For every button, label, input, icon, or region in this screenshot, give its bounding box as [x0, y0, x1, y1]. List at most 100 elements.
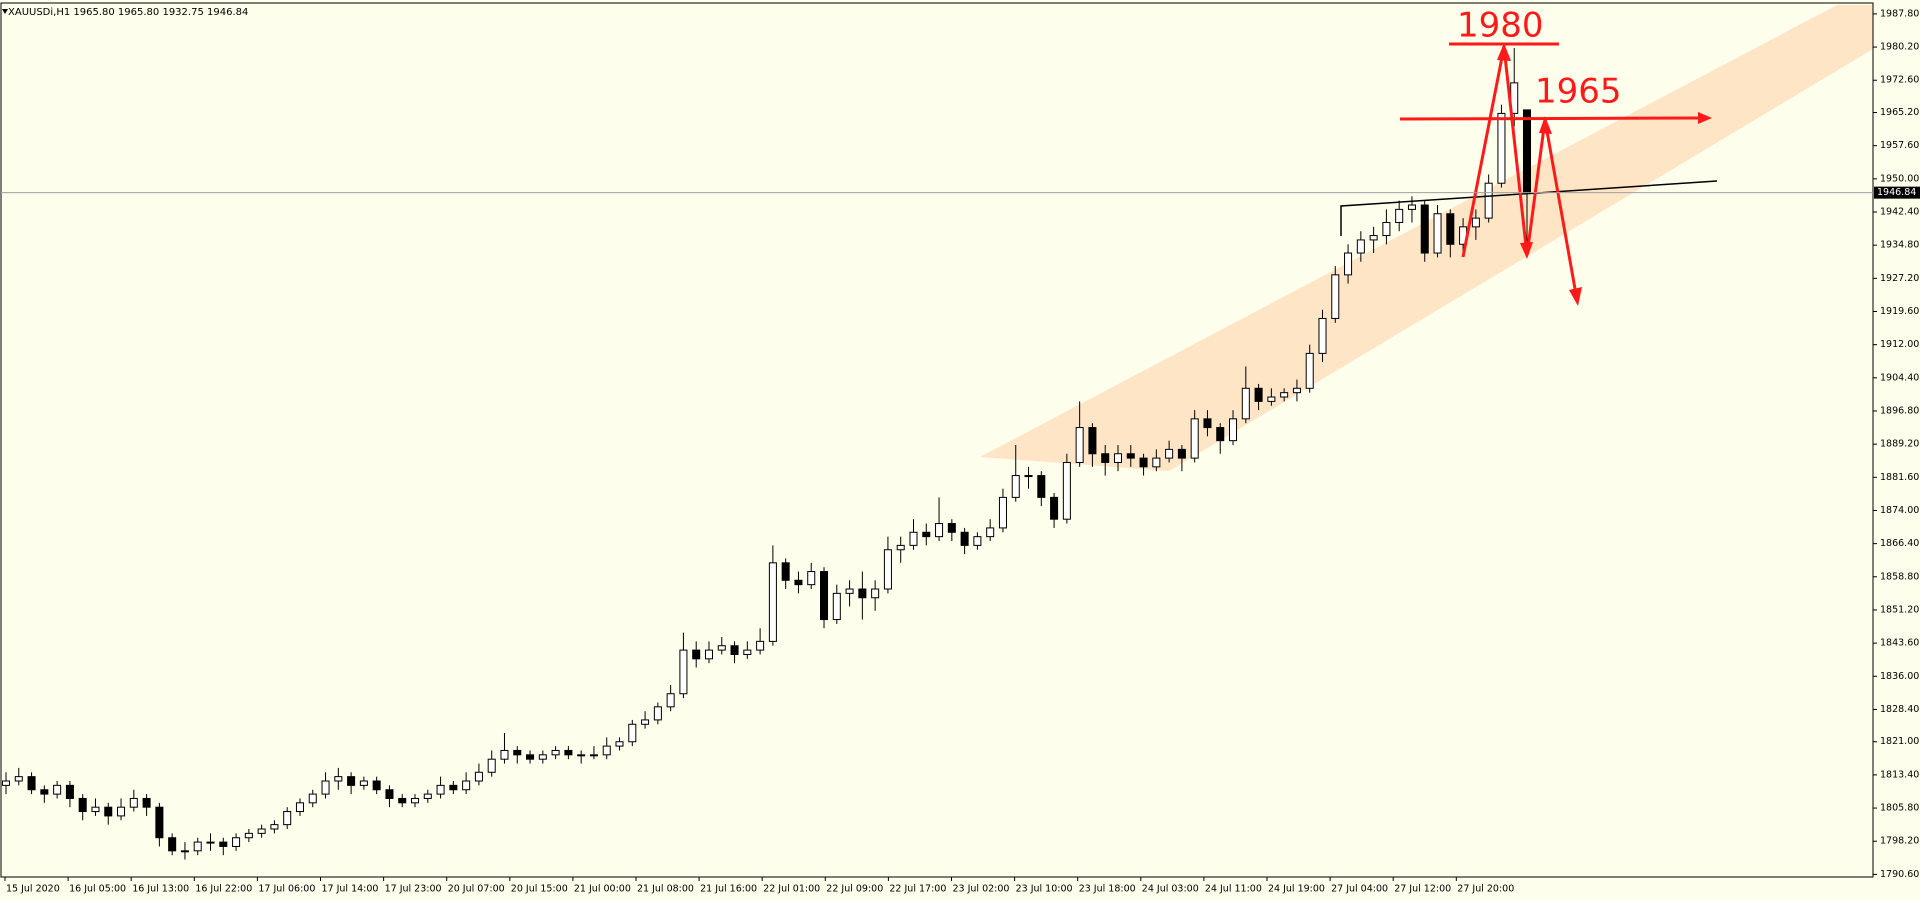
candle-body	[78, 797, 87, 813]
candle-body	[1280, 392, 1289, 398]
chart-title: XAUUSDi,H1 1965.80 1965.80 1932.75 1946.…	[8, 7, 248, 18]
y-tick-label: 1874.00	[1880, 505, 1919, 516]
candle-body	[385, 789, 394, 799]
y-tick-label: 1980.20	[1880, 42, 1919, 53]
y-tick-label: 1950.00	[1880, 173, 1919, 184]
candle-body	[334, 776, 343, 782]
y-tick-label: 1851.20	[1880, 604, 1919, 615]
candle-body	[1484, 182, 1493, 219]
candle-body	[564, 749, 573, 756]
candle-body	[1088, 427, 1097, 455]
arrow-head	[1698, 112, 1712, 124]
candle-body	[1497, 112, 1506, 184]
y-tick-label: 1805.80	[1880, 803, 1919, 814]
candle-body	[820, 571, 829, 621]
candle-body	[628, 723, 637, 743]
candle-body	[1062, 461, 1071, 520]
x-tick-label: 27 Jul 12:00	[1394, 884, 1451, 895]
candle-body	[1229, 418, 1238, 442]
candle-body	[372, 780, 381, 791]
y-tick-label: 1828.40	[1880, 704, 1919, 715]
y-tick-label: 1912.00	[1880, 339, 1919, 350]
candle-body	[1254, 387, 1263, 402]
x-tick-label: 16 Jul 22:00	[195, 884, 252, 895]
candle-body	[1395, 208, 1404, 223]
x-tick-label: 17 Jul 06:00	[258, 884, 315, 895]
candle-body	[551, 749, 560, 756]
x-tick-label: 24 Jul 03:00	[1142, 884, 1199, 895]
y-tick-label: 1942.40	[1880, 207, 1919, 218]
y-tick-label: 1904.40	[1880, 372, 1919, 383]
candle-body	[180, 850, 189, 853]
candle-body	[526, 754, 535, 760]
y-tick-label: 1881.60	[1880, 472, 1919, 483]
y-tick-label: 1836.00	[1880, 671, 1919, 682]
candle-body	[193, 841, 202, 852]
candle-body	[206, 841, 215, 844]
candle-body	[692, 649, 701, 660]
candle-body	[1203, 418, 1212, 429]
plot-frame	[0, 2, 1874, 878]
x-tick-label: 22 Jul 01:00	[763, 884, 820, 895]
candle-body	[1331, 274, 1340, 319]
title-marker	[2, 9, 8, 14]
x-tick-label: 17 Jul 14:00	[322, 884, 379, 895]
y-tick-label: 1927.20	[1880, 273, 1919, 284]
candle-body	[883, 549, 892, 590]
candle-body	[91, 806, 100, 813]
candle-body	[1382, 221, 1391, 237]
y-tick-label: 1957.60	[1880, 140, 1919, 151]
trend-line	[1340, 180, 1718, 236]
candle-body	[704, 649, 713, 660]
x-tick-label: 23 Jul 10:00	[1016, 884, 1073, 895]
x-tick-label: 20 Jul 07:00	[448, 884, 505, 895]
candle-body	[423, 793, 432, 799]
candle-body	[65, 784, 74, 799]
candle-body	[1471, 217, 1480, 228]
y-tick-label: 1866.40	[1880, 538, 1919, 549]
candle-body	[602, 745, 611, 756]
candle-body	[756, 640, 765, 651]
x-tick-label: 27 Jul 20:00	[1457, 884, 1514, 895]
y-tick-label: 1858.80	[1880, 571, 1919, 582]
arrow-heads	[1497, 43, 1712, 306]
annotation: 1965	[1535, 72, 1622, 112]
price-label: 1946.84	[1877, 187, 1916, 198]
candle-body	[436, 784, 445, 795]
candle-body	[359, 780, 368, 786]
candle-body	[730, 645, 739, 655]
x-tick-label: 22 Jul 09:00	[826, 884, 883, 895]
annotation: 1980	[1457, 6, 1544, 46]
x-tick-label: 20 Jul 15:00	[511, 884, 568, 895]
x-tick-label: 15 Jul 2020	[6, 884, 60, 895]
y-tick-label: 1987.80	[1880, 8, 1919, 19]
y-tick-label: 1972.60	[1880, 75, 1919, 86]
candle-body	[947, 523, 956, 533]
candles	[1, 47, 1532, 860]
candle-body	[1139, 457, 1148, 468]
candle-body	[538, 754, 547, 760]
x-tick-label: 17 Jul 23:00	[385, 884, 442, 895]
candle-body	[1305, 352, 1314, 389]
candle-body	[27, 776, 36, 791]
x-tick-label: 23 Jul 18:00	[1079, 884, 1136, 895]
candle-body	[257, 828, 266, 834]
candle-body	[986, 527, 995, 538]
arrow-head	[1539, 116, 1552, 134]
candle-body	[781, 562, 790, 581]
candle-body	[244, 832, 253, 839]
candle-body	[1420, 204, 1429, 254]
candle-body	[117, 806, 126, 817]
candle-body	[398, 797, 407, 804]
candle-body	[679, 649, 688, 695]
x-tick-label: 16 Jul 05:00	[69, 884, 126, 895]
candle-body	[1101, 453, 1110, 463]
candle-body	[1369, 235, 1378, 241]
candle-body	[487, 758, 496, 773]
price-label-box	[1874, 186, 1920, 199]
candle-body	[14, 776, 23, 782]
candle-body	[794, 579, 803, 586]
candle-body	[513, 749, 522, 756]
candle-body	[1177, 448, 1186, 459]
candle-body	[998, 496, 1007, 529]
